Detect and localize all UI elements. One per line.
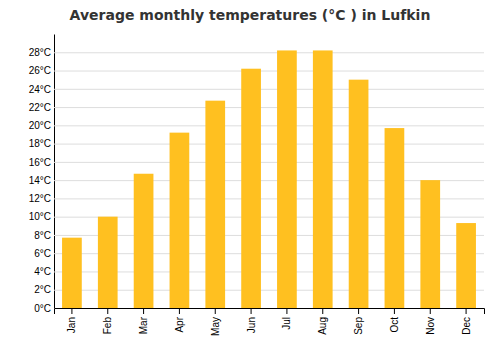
grid-line [54,198,484,199]
x-tick-label: Nov [425,317,436,335]
tick-mark [322,308,323,314]
y-tick-label: 18°C [29,138,51,149]
grid-line [54,271,484,272]
x-tick: Mar [138,308,149,334]
x-tick-label: Jul [281,317,292,330]
bar [349,80,369,308]
y-tick-label: 6°C [34,248,51,259]
bar [170,133,190,308]
bar [420,180,440,308]
bar [134,174,154,308]
tick-mark [215,308,216,314]
tick-mark [430,308,431,314]
y-axis-line [54,35,55,309]
x-tick-label: Sep [353,317,364,335]
bar [241,69,261,308]
y-tick: 28°C [29,47,484,58]
grid-line [54,162,484,163]
bar [456,223,476,308]
grid-line [54,107,484,108]
x-axis: Jan Feb Mar Apr May Jun Jul Aug Sep Oct Nov Dec [55,308,485,336]
x-tick: Jun [246,308,257,333]
y-tick-label: 8°C [34,230,51,241]
grid-line [54,71,484,72]
x-axis-line [55,309,485,315]
x-tick-label: Apr [174,316,185,332]
bar [98,217,118,308]
x-tick: Dec [461,308,472,335]
x-tick: Apr [174,308,185,333]
tick-mark [179,308,180,314]
grid-line [54,125,484,126]
chart-container: Average monthly temperatures (°C ) in Lu… [0,0,500,350]
tick-mark [286,308,287,314]
bar [277,50,297,308]
bar [385,128,405,308]
grid-line [54,253,484,254]
tick-mark [358,308,359,314]
tick-mark [143,308,144,314]
plot: 0°C 2°C 4°C 6°C 8°C 10°C 12°C 14°C 16°C 18°C 20°C 2… [29,35,485,336]
bar [313,50,333,308]
x-tick: Oct [389,308,400,333]
y-tick-label: 4°C [34,266,51,277]
x-tick-label: Jun [246,317,257,333]
y-tick-label: 10°C [29,211,51,222]
y-tick-label: 28°C [29,47,51,58]
x-tick-label: Mar [138,316,149,334]
grid-line [54,217,484,218]
x-tick-label: Oct [389,317,400,333]
y-tick-label: 24°C [29,84,51,95]
y-tick-label: 26°C [29,65,51,76]
x-tick: Sep [353,308,364,335]
chart: Average monthly temperatures (°C ) in Lu… [0,0,500,350]
y-tick-label: 16°C [29,157,51,168]
title: Average monthly temperatures (°C ) in Lu… [70,7,431,23]
x-tick: Jul [281,308,292,330]
x-tick-label: Feb [102,317,113,335]
x-tick-label: Aug [317,317,328,335]
tick-mark [251,308,252,314]
y-tick-label: 22°C [29,102,51,113]
bar [205,101,225,308]
grid-line [54,290,484,291]
grid-line [54,180,484,181]
x-tick: Feb [102,308,113,334]
y-tick-label: 14°C [29,175,51,186]
x-tick: Aug [317,308,328,335]
tick-mark [71,308,72,314]
x-tick: May [210,308,221,336]
y-axis: 0°C 2°C 4°C 6°C 8°C 10°C 12°C 14°C 16°C 18°C 20°C 2… [29,35,484,314]
y-tick-label: 2°C [34,284,51,295]
bar [62,238,82,308]
x-tick-label: Jan [66,317,77,333]
tick-mark [466,308,467,314]
y-tick-label: 0°C [34,303,51,314]
tick-mark [394,308,395,314]
tick-mark [107,308,108,314]
grid-line [54,89,484,90]
x-tick: Nov [425,308,436,335]
x-tick-label: Dec [461,317,472,335]
y-tick-label: 20°C [29,120,51,131]
grid-line [54,235,484,236]
y-tick-label: 12°C [29,193,51,204]
grid-line [54,52,484,53]
bars [62,50,476,308]
x-tick: Jan [66,308,77,333]
grid-line [54,144,484,145]
x-tick-label: May [210,317,221,336]
